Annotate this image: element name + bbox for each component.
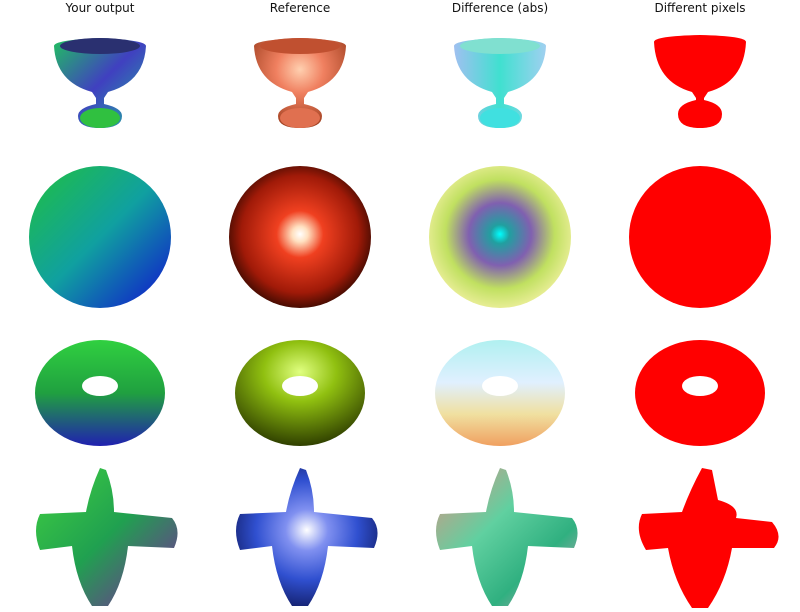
sphere-mask-icon: [629, 166, 771, 308]
airplane-difference-icon: [436, 468, 578, 606]
row-goblet: [54, 35, 746, 128]
torus-difference-icon: [435, 340, 565, 446]
torus-output-icon: [35, 340, 165, 446]
header-reference: Reference: [269, 1, 331, 15]
header-your-output: Your output: [65, 1, 135, 15]
goblet-mask-icon: [654, 35, 746, 128]
airplane-output-icon: [36, 468, 178, 606]
sphere-output-icon: [29, 166, 171, 308]
row-torus: [35, 340, 765, 446]
airplane-reference-icon: [236, 468, 378, 606]
row-airplane: [36, 468, 779, 608]
sphere-reference-icon: [229, 166, 371, 308]
header-difference: Difference (abs): [451, 1, 549, 15]
header-different-pixels: Different pixels: [654, 1, 746, 15]
airplane-mask-icon: [638, 468, 779, 608]
torus-mask-icon: [635, 340, 765, 446]
goblet-output-icon: [54, 38, 146, 128]
row-sphere: [29, 166, 771, 308]
sphere-difference-icon: [429, 166, 571, 308]
goblet-reference-icon: [254, 38, 346, 128]
torus-reference-icon: [235, 340, 365, 446]
goblet-difference-icon: [454, 38, 546, 128]
